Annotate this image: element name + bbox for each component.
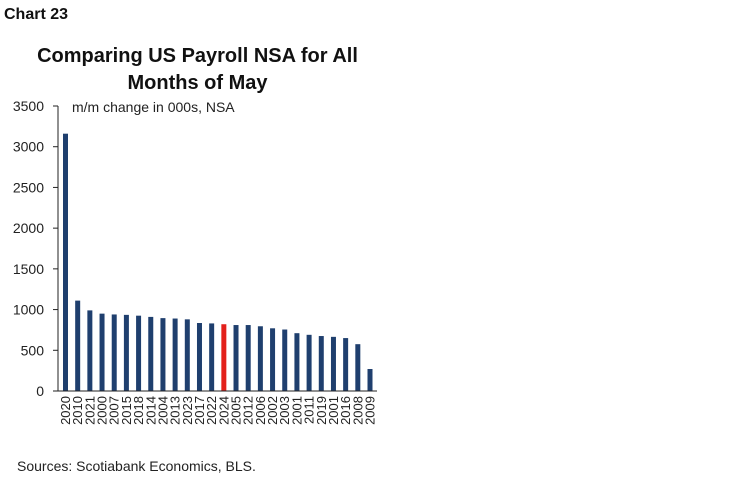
x-tick-label: 2019: [314, 396, 329, 425]
bar: [270, 328, 276, 391]
bar: [343, 338, 349, 391]
bar: [148, 316, 154, 391]
bar: [196, 323, 202, 391]
bar: [367, 369, 373, 391]
x-tick-label: 2008: [350, 396, 365, 425]
x-tick-label: 2011: [302, 396, 317, 424]
x-tick-label: 2000: [95, 396, 110, 425]
bar: [63, 133, 68, 391]
y-tick-label: 3500: [13, 98, 44, 114]
x-tick-label: 2005: [229, 396, 244, 425]
bar: [294, 333, 300, 391]
bar: [245, 325, 251, 391]
x-axis: 2020201020212000200720152018201420042013…: [58, 390, 378, 425]
bar: [257, 326, 263, 391]
bar: [136, 315, 142, 391]
x-tick-label: 2001: [289, 396, 304, 425]
bar: [330, 336, 336, 391]
x-tick-label: 2007: [107, 396, 122, 425]
bar: [123, 314, 129, 391]
x-tick-label: 2024: [216, 396, 231, 425]
x-tick-label: 2012: [241, 396, 256, 425]
bar: [160, 318, 166, 391]
x-tick-label: 2022: [204, 396, 219, 425]
bar: [209, 323, 215, 391]
x-tick-label: 2002: [265, 396, 280, 425]
y-tick-label: 1000: [13, 302, 44, 318]
source-note: Sources: Scotiabank Economics, BLS.: [17, 458, 256, 474]
chart-title: Comparing US Payroll NSA for All Months …: [37, 45, 358, 94]
y-tick-label: 1500: [13, 261, 44, 277]
x-tick-label: 2016: [338, 396, 353, 425]
y-tick-label: 2000: [13, 220, 44, 236]
x-tick-label: 2015: [119, 396, 134, 425]
bar-series: [63, 133, 373, 391]
y-tick-label: 3000: [13, 139, 44, 155]
bar: [75, 300, 81, 391]
bar: [184, 319, 190, 391]
x-tick-label: 2014: [143, 396, 158, 425]
bar: [111, 314, 117, 391]
x-tick-label: 2010: [70, 396, 85, 425]
bar: [233, 325, 239, 391]
bar: [99, 313, 105, 391]
bar: [282, 329, 288, 391]
x-tick-label: 2018: [131, 396, 146, 425]
x-tick-label: 2021: [82, 396, 97, 425]
x-tick-label: 2023: [180, 396, 195, 425]
x-tick-label: 2013: [168, 396, 183, 425]
y-tick-label: 0: [36, 383, 44, 399]
x-tick-label: 2006: [253, 396, 268, 425]
x-tick-label: 2009: [363, 396, 378, 425]
y-tick-label: 500: [21, 342, 45, 358]
bar: [87, 310, 93, 391]
y-axis-label: m/m change in 000s, NSA: [72, 99, 235, 115]
bar: [318, 336, 324, 391]
bar: [172, 318, 178, 391]
y-axis: 0 500 1000 1500 2000 2500 3000 3500: [13, 98, 59, 399]
x-tick-label: 2003: [277, 396, 292, 425]
x-tick-label: 2017: [192, 396, 207, 425]
y-tick-label: 2500: [13, 179, 44, 195]
chart-number-label: Chart 23: [4, 6, 69, 23]
bar: [355, 344, 361, 391]
x-tick-label: 2020: [58, 396, 73, 425]
bar: [306, 334, 312, 391]
x-tick-label: 2001: [326, 396, 341, 425]
x-tick-label: 2004: [155, 396, 170, 425]
bar-highlighted: [221, 324, 227, 391]
